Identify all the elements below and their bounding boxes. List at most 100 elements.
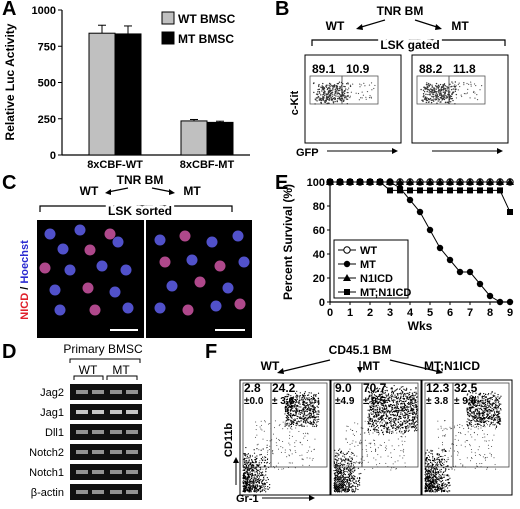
b-dot: [334, 92, 336, 95]
f-value-left: 12.3: [426, 381, 450, 395]
b-dot: [330, 92, 332, 94]
f-dot: [466, 423, 468, 426]
b-dot: [437, 84, 440, 87]
f-dot: [335, 476, 337, 479]
f-dot: [413, 422, 416, 424]
f-dot: [425, 469, 427, 471]
d-gel-band: [76, 390, 88, 394]
f-dot: [354, 490, 357, 492]
f-dot: [254, 436, 256, 438]
f-dot: [242, 473, 245, 475]
f-dot: [289, 397, 291, 400]
f-dot: [278, 468, 280, 470]
b-dot: [320, 94, 322, 96]
f-gate: [270, 382, 328, 468]
f-dot: [489, 418, 491, 420]
f-dot: [377, 454, 379, 456]
f-dot: [393, 384, 395, 387]
f-dot: [299, 392, 301, 394]
c-cell: [104, 228, 116, 240]
d-gel-band: [126, 390, 138, 394]
f-dot: [395, 407, 397, 410]
f-dot: [292, 414, 294, 416]
f-dot: [487, 411, 489, 413]
c-cell: [222, 282, 234, 294]
f-dot: [495, 403, 497, 405]
b-dot: [328, 97, 331, 99]
f-dot: [487, 418, 490, 420]
f-dot: [336, 462, 338, 464]
e-point: [344, 289, 350, 295]
f-dot: [310, 415, 312, 417]
f-dot: [445, 479, 447, 481]
f-dot: [379, 395, 381, 397]
b-dot: [332, 85, 334, 87]
f-dot: [402, 457, 404, 459]
f-dot: [258, 477, 260, 480]
f-dot: [429, 485, 432, 487]
f-dot: [475, 399, 477, 401]
b-dot: [446, 97, 448, 99]
b-dot: [323, 92, 325, 95]
f-dot: [440, 468, 442, 471]
f-dot: [377, 389, 379, 391]
f-dot: [307, 398, 309, 400]
c-cell: [232, 230, 244, 242]
f-dot: [491, 410, 493, 412]
f-dot: [436, 458, 438, 461]
b-dot: [431, 99, 433, 101]
b-dot: [446, 86, 448, 88]
f-dot: [377, 413, 380, 415]
f-dot: [295, 427, 297, 429]
f-value-right: 32.5: [454, 381, 478, 395]
f-dot: [339, 472, 341, 474]
f-dot: [250, 480, 252, 482]
f-dot: [409, 391, 411, 394]
f-dot: [480, 424, 482, 427]
b-dot: [335, 95, 337, 97]
f-dot: [391, 445, 393, 447]
b-dot: [318, 85, 320, 88]
f-dot: [248, 478, 250, 480]
f-dot: [388, 431, 390, 433]
f-dot: [310, 405, 312, 407]
f-dot: [433, 475, 436, 477]
f-dot: [245, 487, 247, 489]
f-dot: [268, 462, 270, 464]
f-dot: [460, 463, 462, 465]
f-dot: [394, 425, 396, 427]
f-dot: [389, 430, 391, 432]
f-dot: [373, 394, 376, 396]
f-dot: [406, 425, 408, 428]
f-dot: [380, 410, 383, 412]
f-dot: [348, 467, 350, 469]
f-dot: [335, 452, 337, 454]
f-dot: [424, 473, 426, 476]
b-dot: [340, 89, 343, 91]
b-dot: [339, 87, 341, 90]
f-dot: [304, 406, 307, 408]
f-dot: [440, 471, 442, 473]
f-dot: [318, 410, 320, 412]
b-dot: [438, 92, 441, 94]
f-dot: [394, 417, 396, 419]
f-dot: [378, 411, 381, 413]
b-dot: [443, 88, 445, 90]
e-point: [446, 178, 454, 185]
f-dot: [384, 392, 386, 394]
b-dot: [432, 89, 434, 91]
f-dot: [269, 483, 271, 486]
f-dot: [411, 392, 413, 394]
b-dot: [466, 82, 468, 85]
f-dot: [337, 480, 339, 483]
f-dot: [377, 398, 379, 400]
f-dot: [399, 415, 401, 418]
f-dot: [342, 482, 345, 484]
f-dot: [390, 417, 392, 419]
d-gel-band: [76, 490, 88, 494]
f-dot: [437, 479, 439, 481]
b-dot: [454, 88, 456, 91]
f-dot: [337, 465, 339, 467]
f-dot: [477, 417, 479, 420]
f-dot: [256, 473, 259, 475]
